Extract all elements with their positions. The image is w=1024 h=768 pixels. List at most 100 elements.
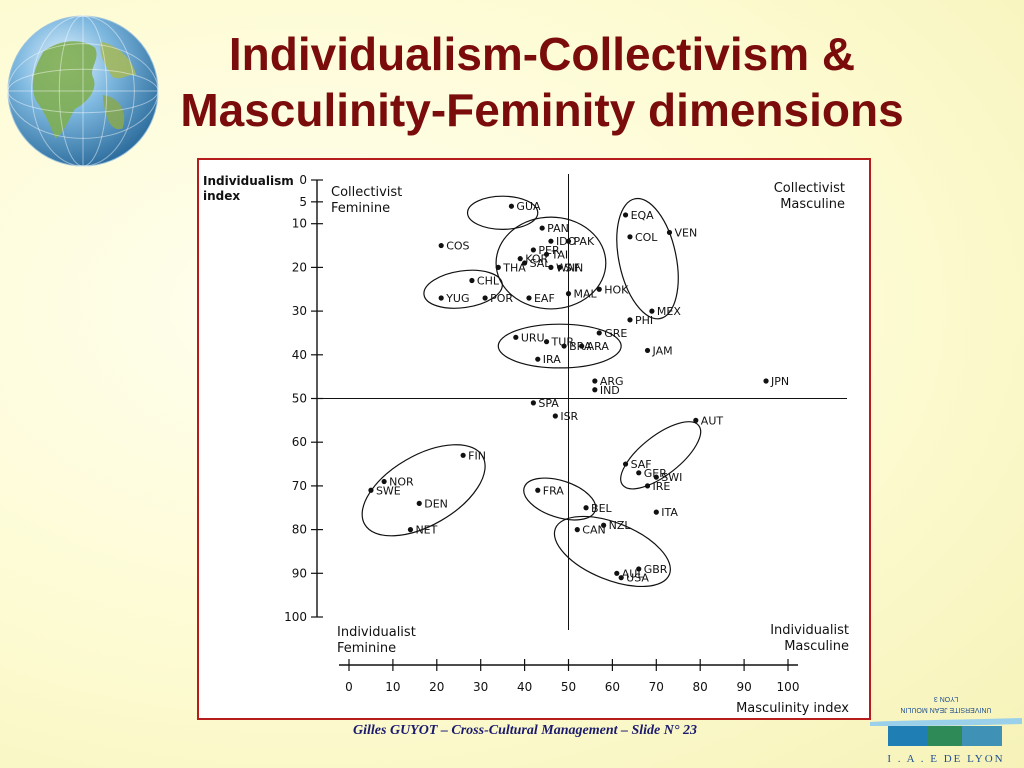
- x-tick-label: 30: [473, 680, 488, 694]
- point-label-ven: VEN: [674, 226, 697, 239]
- point-label-net: NET: [415, 524, 437, 537]
- point-yug: [438, 295, 444, 301]
- point-label-nzl: NZL: [609, 519, 632, 532]
- point-label-ire: IRE: [653, 480, 671, 493]
- x-tick-label: 10: [385, 680, 400, 694]
- point-label-swi: SWI: [661, 471, 682, 484]
- quadrant-label-line2: Feminine: [331, 201, 390, 216]
- point-jam: [644, 347, 651, 354]
- quadrant-label-line1: Individualist: [337, 625, 416, 640]
- point-ira: [535, 356, 541, 362]
- point-ire: [644, 483, 651, 489]
- point-gbr: [636, 566, 642, 572]
- point-label-mal: MAL: [574, 288, 598, 301]
- point-arg: [592, 378, 598, 384]
- point-ven: [666, 229, 673, 236]
- point-tha: [495, 264, 501, 270]
- y-axis-label-line1: Individualism: [203, 174, 294, 188]
- x-tick-label: 40: [517, 680, 532, 694]
- point-label-uru: URU: [521, 331, 545, 344]
- logo-text-top: LYON 3: [934, 695, 958, 702]
- point-label-pan: PAN: [547, 222, 569, 235]
- y-tick-label: 50: [292, 392, 307, 406]
- point-kor: [517, 256, 523, 262]
- x-tick-label: 100: [777, 680, 800, 694]
- quadrant-label-line2: Masculine: [780, 197, 845, 212]
- chart-axes: 0 5 10 20 30 40 50 60 70 80 90 100 0 10 20 30 40 50 60 70 80…: [284, 173, 847, 694]
- slide-title-line2: Masculinity-Feminity dimensions: [180, 84, 904, 136]
- cluster-outline: [495, 216, 607, 310]
- point-label-gbr: GBR: [644, 563, 668, 576]
- x-tick-label: 70: [649, 680, 664, 694]
- point-cos: [438, 242, 444, 249]
- point-ara: [579, 343, 585, 349]
- x-tick-label: 90: [736, 680, 751, 694]
- point-net: [407, 527, 414, 533]
- point-label-gua: GUA: [516, 200, 541, 213]
- point-mex: [649, 308, 655, 314]
- point-waf: [548, 264, 554, 270]
- point-chl: [469, 277, 475, 284]
- point-label-ita: ITA: [661, 506, 678, 519]
- point-bel: [583, 505, 589, 511]
- point-label-sal: SAL: [530, 257, 552, 270]
- point-label-jpn: JPN: [770, 375, 789, 388]
- y-axis-label-line2: index: [203, 189, 240, 203]
- point-gre: [596, 330, 602, 336]
- y-tick-label: 0: [299, 173, 307, 187]
- point-label-usa: USA: [626, 572, 649, 585]
- logo-text-mid: UNIVERSITE JEAN MOULIN: [900, 706, 991, 713]
- point-label-waf: WAF: [556, 261, 580, 274]
- point-label-bra: BRA: [569, 340, 592, 353]
- point-den: [416, 500, 422, 506]
- logo-text-bottom: I . A . E DE LYON: [887, 753, 1004, 765]
- x-tick-label: 50: [561, 680, 576, 694]
- slide-title-line1: Individualism-Collectivism &: [228, 28, 856, 80]
- point-label-eqa: EQA: [631, 209, 655, 222]
- cluster-outline: [497, 323, 622, 369]
- chart-frame: 0 5 10 20 30 40 50 60 70 80 90 100 0 10 20 30 40 50 60 70 80…: [197, 158, 871, 720]
- cluster-outline: [466, 195, 539, 230]
- point-tur: [543, 339, 550, 345]
- point-label-phi: PHI: [635, 314, 653, 327]
- point-label-ara: ARA: [587, 340, 610, 353]
- point-isr: [552, 413, 558, 419]
- cluster-outlines: [361, 195, 702, 588]
- y-tick-label: 40: [292, 348, 307, 362]
- point-label-gre: GRE: [604, 327, 627, 340]
- point-uru: [513, 334, 519, 340]
- point-label-isr: ISR: [560, 410, 578, 423]
- point-label-bel: BEL: [591, 502, 612, 515]
- point-aut: [693, 417, 699, 423]
- cluster-outline: [361, 444, 486, 537]
- point-label-swe: SWE: [376, 484, 401, 497]
- point-jpn: [763, 378, 769, 384]
- point-gua: [508, 203, 515, 209]
- slide-footer: Gilles GUYOT – Cross-Cultural Management…: [353, 723, 697, 738]
- cluster-outline: [616, 197, 679, 320]
- point-nzl: [601, 522, 607, 528]
- point-label-col: COL: [635, 231, 658, 244]
- point-label-arg: ARG: [600, 375, 624, 388]
- point-label-kor: KOR: [525, 253, 548, 266]
- point-label-chl: CHL: [477, 275, 500, 288]
- point-saf: [622, 461, 629, 467]
- y-tick-label: 100: [284, 610, 307, 624]
- point-ita: [653, 509, 659, 515]
- cluster-outline: [553, 515, 671, 588]
- point-swe: [368, 487, 374, 493]
- cluster-outline: [523, 477, 597, 521]
- y-tick-label: 90: [292, 566, 307, 580]
- point-mal: [565, 291, 572, 297]
- quadrant-label-line2: Feminine: [337, 641, 396, 656]
- point-label-fin: FIN: [468, 449, 486, 462]
- y-tick-label: 80: [292, 523, 307, 537]
- point-ind: [592, 387, 598, 393]
- point-nor: [381, 478, 387, 485]
- x-tick-label: 80: [693, 680, 708, 694]
- point-label-pak: PAK: [574, 235, 595, 248]
- point-col: [627, 234, 633, 240]
- x-tick-label: 60: [605, 680, 620, 694]
- quadrant-label-line2: Masculine: [784, 639, 849, 654]
- point-phi: [627, 317, 633, 323]
